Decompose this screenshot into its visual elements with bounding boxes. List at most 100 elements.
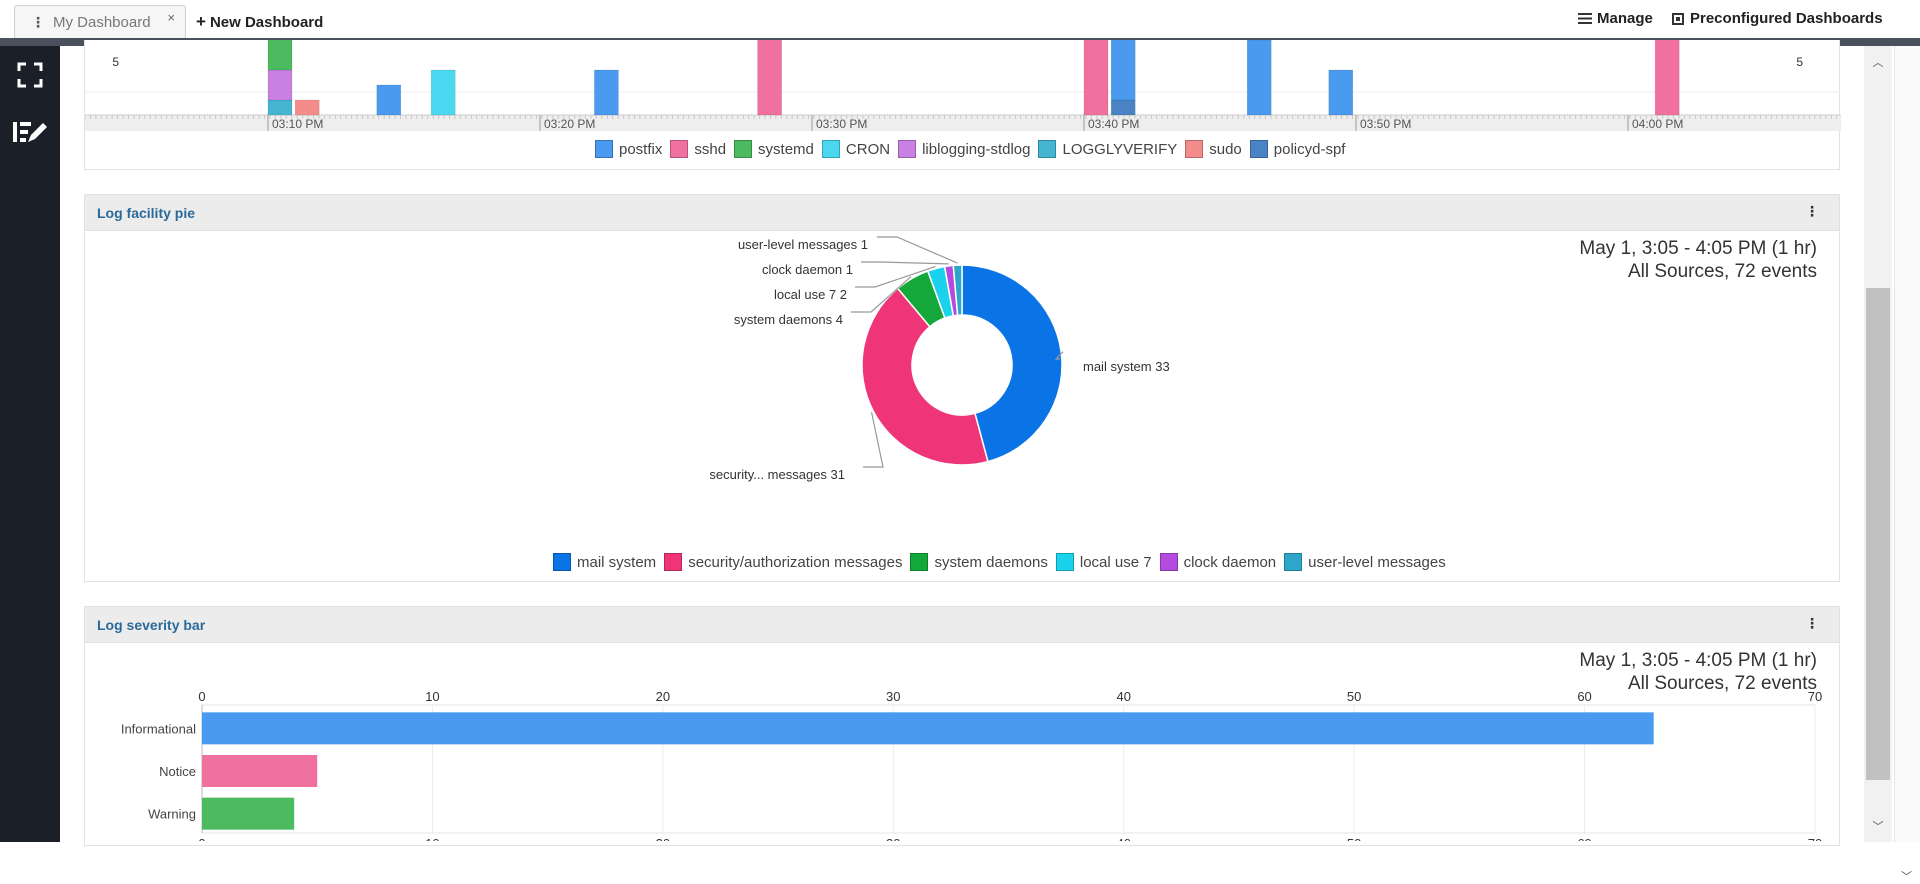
outer-scrollbar[interactable]: ﹀ (1894, 46, 1920, 883)
pie-label: clock daemon 1 (762, 262, 853, 277)
x-axis-band (85, 115, 1841, 131)
edit-dashboard-icon[interactable] (12, 114, 48, 150)
legend-label: liblogging-stdlog (922, 140, 1031, 158)
bar-sshd (1083, 40, 1109, 116)
event-timeline-panel: 5 5 03:10 PM 03:20 PM 03:30 PM 03:40 PM 03:50 … (84, 40, 1841, 170)
scroll-up-icon[interactable]: ︿ (1872, 57, 1884, 69)
top-bar: ⋮ My Dashboard × + New Dashboard Manage … (0, 0, 1920, 39)
x-tick-label-bottom: 50 (1347, 836, 1361, 841)
tab-close-icon[interactable]: × (167, 10, 175, 25)
pie-slice (861, 287, 989, 466)
bar-postfix (594, 69, 619, 116)
pie-label: local use 7 2 (774, 287, 847, 302)
log-facility-pie-panel: Log facility pie ⋮ May 1, 3:05 - 4:05 PM… (84, 194, 1840, 582)
legend-swatch (1159, 553, 1178, 571)
new-dashboard-button[interactable]: + New Dashboard (196, 5, 323, 39)
legend-item[interactable]: system daemons (910, 553, 1048, 571)
legend-item[interactable]: security/authorization messages (664, 553, 902, 571)
scroll-down-icon[interactable]: ﹀ (1872, 821, 1884, 833)
legend-label: CRON (845, 140, 891, 158)
time-range: May 1, 3:05 - 4:05 PM (1 hr) (1579, 650, 1817, 671)
legend-item[interactable]: systemd (734, 140, 814, 158)
time-range-info: May 1, 3:05 - 4:05 PM (1 hr) All Sources… (1579, 649, 1817, 695)
x-tick-label: 04:00 PM (1632, 117, 1683, 131)
x-tick-label-top: 70 (1808, 691, 1822, 704)
tab-menu-icon[interactable]: ⋮ (31, 14, 45, 30)
bar-warning (202, 797, 295, 830)
source-summary: All Sources, 72 events (1627, 261, 1817, 282)
bar-postfix (376, 84, 402, 116)
x-tick-label: 03:40 PM (1088, 117, 1139, 131)
legend-item[interactable]: policyd-spf (1249, 140, 1346, 158)
legend-item[interactable]: liblogging-stdlog (898, 140, 1030, 158)
panel-title[interactable]: Log severity bar (97, 617, 206, 633)
x-tick-label-bottom: 70 (1808, 836, 1822, 841)
legend-swatch (1038, 140, 1057, 158)
manage-button[interactable]: Manage (1578, 10, 1653, 27)
pie-label: user-level messages 1 (738, 237, 868, 252)
bar-informational (202, 712, 1654, 745)
log-severity-bar-panel: Log severity bar ⋮ May 1, 3:05 - 4:05 PM… (84, 606, 1840, 846)
panel-header: Log severity bar ⋮ (85, 607, 1839, 643)
legend-item[interactable]: clock daemon (1159, 553, 1277, 571)
timeline-chart: 5 5 03:10 PM 03:20 PM 03:30 PM 03:40 PM 03:50 … (85, 40, 1841, 131)
legend-label: clock daemon (1183, 553, 1277, 571)
legend-label: user-level messages (1308, 553, 1446, 571)
legend-item[interactable]: mail system (553, 553, 656, 571)
legend-swatch (910, 553, 929, 571)
x-tick-label-top: 60 (1577, 691, 1591, 704)
x-tick-label-top: 40 (1116, 691, 1130, 704)
legend-item[interactable]: sshd (670, 140, 726, 158)
bar-sshd (1654, 40, 1680, 116)
pie-slice (952, 264, 963, 317)
bar-postfix (1328, 69, 1354, 116)
legend-label: security/authorization messages (688, 553, 903, 571)
legend-item[interactable]: local use 7 (1055, 553, 1152, 571)
legend-swatch (1284, 553, 1303, 571)
pie-label: security... messages 31 (709, 467, 845, 482)
legend-item[interactable]: LOGGLYVERIFY (1038, 140, 1177, 158)
x-tick-label: 03:10 PM (272, 117, 323, 131)
bar-sudo (294, 99, 320, 116)
bar-notice (202, 755, 318, 787)
tab-my-dashboard[interactable]: ⋮ My Dashboard × (14, 5, 186, 39)
pie-slice (961, 264, 1063, 463)
panel-menu-icon[interactable]: ⋮ (1805, 615, 1819, 631)
legend-swatch (670, 140, 689, 158)
leader-line (861, 261, 949, 265)
timeline-legend: postfix sshd systemd CRON liblogging-stdlog L… (595, 140, 1353, 158)
legend-label: mail system (577, 553, 657, 571)
scrollbar-thumb[interactable] (1866, 288, 1890, 780)
x-tick-label-bottom: 20 (656, 836, 670, 841)
legend-label: sudo (1209, 140, 1242, 158)
bar-policyd-spf (1110, 99, 1136, 116)
legend-item[interactable]: CRON (821, 140, 891, 158)
pie-chart: mail system 33 security... messages 31 sys… (709, 236, 1170, 482)
legend-item[interactable]: sudo (1185, 140, 1242, 158)
outer-scroll-down-icon[interactable]: ﹀ (1901, 871, 1912, 883)
legend-label: sshd (694, 140, 727, 158)
x-tick-label-bottom: 40 (1116, 836, 1130, 841)
leader-line (851, 276, 912, 313)
severity-bar-chart: 0 0 10 10 20 20 30 30 40 40 50 50 60 60 70 70 Informatio… (121, 691, 1822, 841)
y-tick-label: 5 (1796, 55, 1803, 69)
legend-item[interactable]: postfix (595, 140, 662, 158)
panel-title[interactable]: Log facility pie (97, 205, 196, 221)
time-range-info: May 1, 3:05 - 4:05 PM (1 hr) All Sources… (1579, 237, 1817, 283)
sidebar (0, 46, 60, 842)
x-tick-label-top: 30 (886, 691, 900, 704)
legend-label: LOGGLYVERIFY (1062, 140, 1178, 158)
fullscreen-icon[interactable] (12, 57, 48, 93)
preconfigured-dashboards-button[interactable]: Preconfigured Dashboards (1672, 10, 1883, 27)
legend-label: policyd-spf (1273, 140, 1346, 158)
bar-systemd (267, 40, 293, 71)
pie-label: mail system 33 (1083, 359, 1170, 374)
leader-line (863, 411, 884, 468)
category-label: Informational (121, 721, 196, 736)
legend-item[interactable]: user-level messages (1284, 553, 1446, 571)
plus-icon: + (196, 12, 206, 31)
legend-swatch (1185, 140, 1204, 158)
bar-postfix (1246, 40, 1272, 116)
x-tick-label-top: 20 (656, 691, 670, 704)
panel-menu-icon[interactable]: ⋮ (1805, 203, 1819, 219)
